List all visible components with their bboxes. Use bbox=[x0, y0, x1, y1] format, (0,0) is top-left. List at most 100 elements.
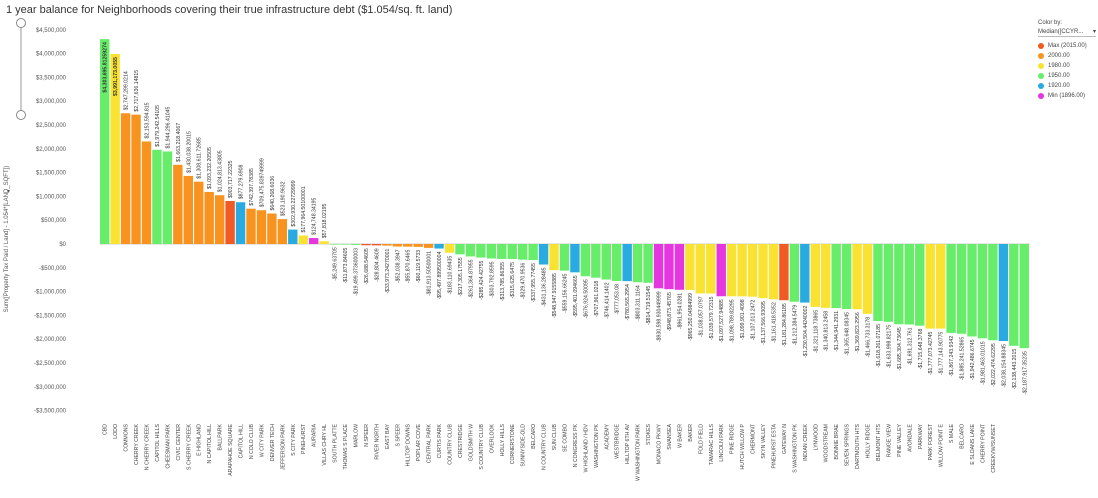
bar bbox=[434, 244, 444, 249]
bar bbox=[956, 244, 967, 334]
x-tick-label: COUNTRY CLUB bbox=[448, 423, 454, 464]
bar-value-label: -$26,688.54605 bbox=[364, 248, 370, 284]
bar-value-label: -$1,039,579.72315 bbox=[709, 296, 715, 340]
y-tick-label: $1,500,000 bbox=[36, 171, 67, 177]
legend-label: 1950.00 bbox=[1048, 73, 1070, 79]
slider-top-handle[interactable] bbox=[16, 18, 26, 28]
bar-value-label: -$2,038,154.88345 bbox=[1001, 344, 1007, 388]
y-tick-label: -$2,000,000 bbox=[34, 337, 67, 343]
bar-value-label: -$183,110.69435 bbox=[448, 256, 454, 295]
x-tick-label: PINE VALLEY bbox=[897, 423, 903, 456]
x-tick-label: FOLD FIELD bbox=[698, 424, 704, 454]
x-tick-label: HOLLY HILLS bbox=[500, 423, 506, 456]
bar-value-label: $2,153,594.815 bbox=[145, 102, 151, 138]
y-tick-label: $4,000,000 bbox=[36, 52, 67, 58]
y-tick-label: -$1,500,000 bbox=[34, 313, 67, 319]
bar-value-label: -$965,250.04984999 bbox=[688, 293, 694, 341]
bar bbox=[883, 244, 894, 322]
bar bbox=[726, 244, 737, 297]
bar-value-label: -$11,873.84605 bbox=[343, 247, 349, 283]
bar bbox=[935, 244, 946, 329]
bar-value-label: -$81,913.50500001 bbox=[427, 251, 433, 296]
bar-value-label: -$285,424.42755 bbox=[479, 260, 485, 299]
chart-title: 1 year balance for Neighborhoods coverin… bbox=[6, 4, 453, 16]
bar-value-label: -$1,618,261.07185 bbox=[876, 324, 882, 368]
legend-item[interactable]: Max (2015.00) bbox=[1038, 43, 1096, 49]
bar-value-label: -$261,364.87955 bbox=[468, 259, 474, 298]
bar bbox=[277, 219, 288, 244]
x-tick-label: PARKWAY bbox=[918, 423, 924, 449]
legend-swatch bbox=[1038, 63, 1044, 69]
x-tick-label: CORNERSTONE bbox=[510, 423, 516, 464]
x-tick-label: S WASHINGTON PK bbox=[792, 423, 798, 472]
y-tick-label: $4,500,000 bbox=[36, 28, 67, 34]
bar bbox=[789, 244, 800, 302]
bar-value-label: $3,991,173.0055 bbox=[113, 57, 119, 96]
bar bbox=[528, 244, 538, 261]
x-tick-label: STOKES bbox=[646, 423, 652, 444]
legend-item[interactable]: 1920.00 bbox=[1038, 83, 1096, 89]
bar-value-label: -$28,804.4609 bbox=[374, 248, 380, 282]
x-tick-label: S COUNTRY CLUB bbox=[479, 423, 485, 469]
bar bbox=[632, 244, 643, 283]
x-tick-label: BELMONT HTS bbox=[876, 423, 882, 460]
bar bbox=[1019, 244, 1029, 349]
bar-value-label: -$217,305.17555 bbox=[458, 257, 464, 296]
x-tick-label: LYNWOOD bbox=[813, 424, 819, 451]
x-tick-label: INDIAN CREEK bbox=[803, 423, 809, 460]
x-tick-label: ACADEMY bbox=[604, 423, 610, 449]
x-tick-label: HILLTOP DOWNS bbox=[406, 423, 412, 466]
bar-value-label: $709,475.839749999 bbox=[259, 158, 265, 207]
bar bbox=[340, 244, 350, 245]
x-tick-label: S CHERRY CREEK bbox=[186, 423, 192, 469]
x-tick-label: W HIGHLAND / HDV bbox=[583, 423, 589, 472]
chevron-down-icon[interactable]: ▾ bbox=[7, 189, 11, 195]
bar-value-label: $1,979,242.54105 bbox=[155, 105, 161, 147]
bar-value-label: -$746,414.1402 bbox=[604, 282, 610, 318]
y-axis-range-slider[interactable] bbox=[16, 18, 26, 120]
slider-bottom-handle[interactable] bbox=[16, 110, 26, 120]
x-tick-label: EAST BAY bbox=[385, 423, 391, 448]
bar bbox=[737, 244, 747, 297]
x-tick-label: CHERRY CREEK bbox=[134, 423, 140, 465]
x-tick-label: S SPEER bbox=[395, 424, 401, 447]
bar bbox=[444, 244, 455, 253]
bar-value-label: -$1,344,941.2931 bbox=[834, 311, 840, 352]
bar bbox=[100, 39, 110, 245]
x-tick-label: PINE RIDGE bbox=[730, 423, 736, 454]
bar-value-label: -$1,107,013.2472 bbox=[751, 300, 757, 341]
bar-value-label: -$1,691,312.761 bbox=[907, 327, 913, 365]
legend-item[interactable]: 2000.00 bbox=[1038, 53, 1096, 59]
bar-value-label: -$930,598.930449999 bbox=[657, 291, 663, 342]
x-tick-label: SKYN VALLEY bbox=[761, 423, 767, 458]
x-tick-label: DARTMOUTH HTS bbox=[855, 423, 861, 468]
x-tick-label: BELCARO bbox=[531, 424, 537, 449]
y-tick-label: -$2,500,000 bbox=[34, 361, 67, 367]
bar bbox=[800, 244, 810, 303]
bar bbox=[580, 244, 591, 277]
x-tick-label: BELCARO bbox=[960, 424, 966, 449]
bar-value-label: $523,190.9632 bbox=[280, 181, 286, 216]
bar-value-label: -$1,942,486.6745 bbox=[970, 339, 976, 380]
x-tick-label: RANGE VIEW bbox=[886, 424, 892, 457]
x-tick-label: E SLOANS LAKE bbox=[970, 423, 976, 464]
x-tick-label: AVONDALE bbox=[907, 423, 913, 451]
bar bbox=[497, 244, 507, 259]
x-tick-label: N COUNTRY CLUB bbox=[542, 423, 548, 469]
bar bbox=[831, 244, 841, 309]
x-tick-label: OVERLOOK bbox=[489, 423, 495, 453]
legend-item[interactable]: 1950.00 bbox=[1038, 73, 1096, 79]
color-by-select[interactable]: Median([CCYR... ▾ bbox=[1038, 28, 1096, 37]
y-tick-label: $3,500,000 bbox=[36, 75, 67, 81]
bar bbox=[371, 244, 382, 246]
bar bbox=[674, 244, 685, 290]
legend-label: 2000.00 bbox=[1048, 53, 1070, 59]
legend-item[interactable]: Min (1896.00) bbox=[1038, 93, 1096, 99]
bar bbox=[507, 244, 517, 260]
color-by-value: Median([CCYR... bbox=[1038, 28, 1084, 35]
legend-item[interactable]: 1980.00 bbox=[1038, 63, 1096, 69]
x-tick-label: SE COMBO bbox=[562, 424, 568, 452]
bar-value-label: -$777,053.08 bbox=[615, 284, 621, 315]
legend-swatch bbox=[1038, 53, 1044, 59]
bar bbox=[214, 195, 225, 244]
